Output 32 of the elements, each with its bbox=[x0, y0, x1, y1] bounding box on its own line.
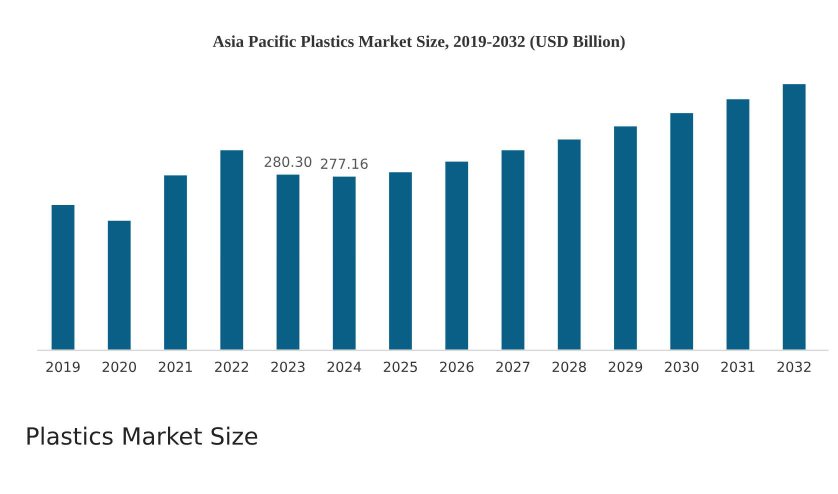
x-tick-label: 2020 bbox=[102, 362, 136, 372]
x-tick-label: 2019 bbox=[46, 362, 80, 372]
x-tick-label: 2023 bbox=[271, 362, 305, 372]
text: Plastics Market Size bbox=[27, 426, 258, 445]
bar bbox=[781, 82, 807, 350]
x-tick-label: 2027 bbox=[496, 362, 530, 372]
chart-title: Asia Pacific Plastics Market Size, 2019-2032 (USD Billion) bbox=[212, 35, 625, 50]
x-tick-label: 2026 bbox=[440, 362, 474, 372]
bar bbox=[725, 98, 751, 350]
x-tick-label: 2030 bbox=[665, 362, 698, 372]
data-label: 277.16 bbox=[320, 158, 368, 170]
bar bbox=[106, 219, 132, 350]
bar bbox=[556, 138, 582, 350]
x-tick-label: 2029 bbox=[608, 362, 642, 372]
x-tick-label: 2021 bbox=[158, 362, 192, 372]
data-label: 280.30 bbox=[264, 156, 312, 168]
x-tick-label: 2028 bbox=[552, 362, 586, 372]
bar bbox=[162, 174, 188, 350]
x-tick-label: 2024 bbox=[328, 362, 362, 372]
x-tick-label: 2022 bbox=[215, 362, 248, 372]
bar bbox=[50, 204, 76, 350]
bar bbox=[388, 170, 414, 350]
bar bbox=[444, 160, 470, 350]
bar bbox=[218, 148, 245, 350]
bar bbox=[275, 173, 301, 350]
x-tick-label: 2032 bbox=[778, 362, 810, 372]
bar bbox=[500, 148, 526, 350]
bar bbox=[331, 175, 358, 350]
bar bbox=[668, 112, 694, 350]
x-tick-label: 2031 bbox=[721, 362, 754, 372]
x-tick-label: 2025 bbox=[384, 362, 417, 372]
bar bbox=[612, 124, 638, 350]
